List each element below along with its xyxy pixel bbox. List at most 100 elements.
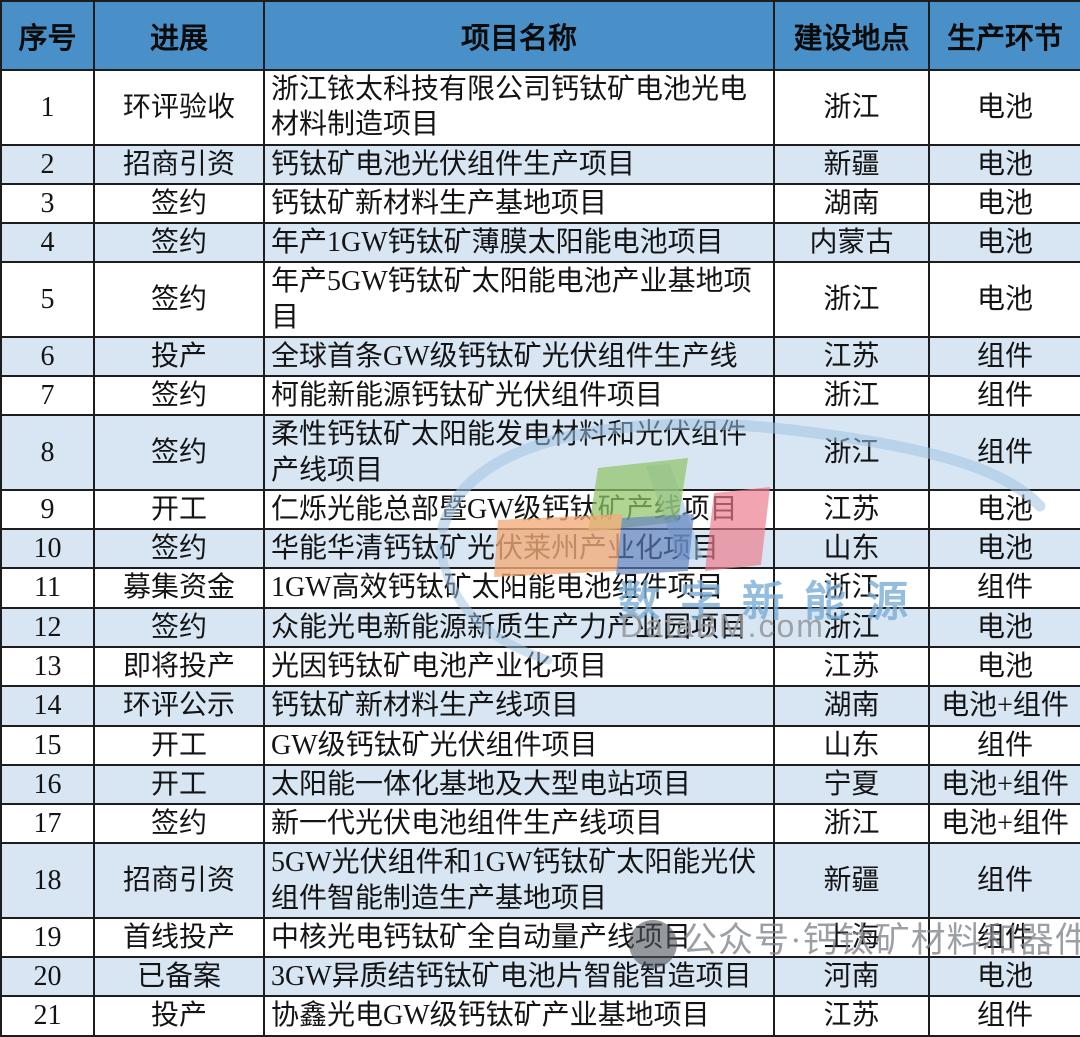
col-header-index: 序号 [0, 0, 95, 71]
table-row: 10 签约 华能华清钙钛矿光伏莱州产业化项目 山东 电池 [0, 528, 1080, 570]
table-row: 20 已备案 3GW异质结钙钛矿电池片智能智造项目 河南 电池 [0, 956, 1080, 998]
header-row: 序号 进展 项目名称 建设地点 生产环节 [0, 0, 1080, 71]
cell-index: 2 [0, 143, 95, 185]
table-row: 4 签约 年产1GW钙钛矿薄膜太阳能电池项目 内蒙古 电池 [0, 222, 1080, 264]
cell-stage: 电池 [928, 488, 1080, 531]
cell-index: 13 [0, 645, 95, 688]
cell-progress: 开工 [93, 763, 265, 806]
cell-name: 华能华清钙钛矿光伏莱州产业化项目 [263, 528, 775, 570]
cell-location: 浙江 [773, 375, 930, 417]
cell-index: 18 [0, 842, 95, 919]
cell-name: 仁烁光能总部暨GW级钙钛矿产线项目 [263, 488, 775, 531]
cell-name: 钙钛矿新材料生产基地项目 [263, 182, 775, 225]
cell-name: 1GW高效钙钛矿太阳能电池组件项目 [263, 567, 775, 609]
cell-index: 7 [0, 375, 95, 417]
cell-stage: 电池 [928, 182, 1080, 225]
cell-name: 钙钛矿电池光伏组件生产项目 [263, 143, 775, 185]
cell-location: 浙江 [773, 414, 930, 491]
cell-location: 浙江 [773, 567, 930, 609]
cell-name: 中核光电钙钛矿全自动量产线项目 [263, 916, 775, 959]
table-row: 11 募集资金 1GW高效钙钛矿太阳能电池组件项目 浙江 组件 [0, 567, 1080, 609]
cell-progress: 招商引资 [93, 842, 265, 919]
cell-stage: 电池+组件 [928, 685, 1080, 727]
cell-name: 年产5GW钙钛矿太阳能电池产业基地项目 [263, 261, 775, 338]
cell-location: 浙江 [773, 606, 930, 648]
cell-index: 1 [0, 69, 95, 146]
table-row: 12 签约 众能光电新能源新质生产力产业园项目 浙江 电池 [0, 606, 1080, 648]
cell-progress: 签约 [93, 414, 265, 491]
cell-location: 山东 [773, 528, 930, 570]
cell-location: 江苏 [773, 995, 930, 1037]
cell-name: 太阳能一体化基地及大型电站项目 [263, 763, 775, 806]
cell-location: 江苏 [773, 645, 930, 688]
cell-name: 5GW光伏组件和1GW钙钛矿太阳能光伏组件智能制造生产基地项目 [263, 842, 775, 919]
cell-progress: 签约 [93, 606, 265, 648]
cell-stage: 电池 [928, 528, 1080, 570]
cell-index: 21 [0, 995, 95, 1037]
cell-location: 浙江 [773, 803, 930, 845]
table-row: 21 投产 协鑫光电GW级钙钛矿产业基地项目 江苏 组件 [0, 995, 1080, 1037]
cell-index: 4 [0, 222, 95, 264]
cell-name: 协鑫光电GW级钙钛矿产业基地项目 [263, 995, 775, 1037]
table-row: 3 签约 钙钛矿新材料生产基地项目 湖南 电池 [0, 182, 1080, 225]
cell-stage: 电池 [928, 606, 1080, 648]
cell-stage: 电池 [928, 222, 1080, 264]
cell-location: 内蒙古 [773, 222, 930, 264]
cell-progress: 招商引资 [93, 143, 265, 185]
table-row: 9 开工 仁烁光能总部暨GW级钙钛矿产线项目 江苏 电池 [0, 488, 1080, 531]
cell-progress: 签约 [93, 261, 265, 338]
cell-name: 浙江铱太科技有限公司钙钛矿电池光电材料制造项目 [263, 69, 775, 146]
cell-name: 3GW异质结钙钛矿电池片智能智造项目 [263, 956, 775, 998]
col-header-progress: 进展 [93, 0, 265, 71]
cell-location: 湖南 [773, 685, 930, 727]
cell-location: 湖南 [773, 182, 930, 225]
col-header-name: 项目名称 [263, 0, 775, 71]
cell-name: 钙钛矿新材料生产线项目 [263, 685, 775, 727]
cell-stage: 组件 [928, 995, 1080, 1037]
cell-location: 宁夏 [773, 763, 930, 806]
cell-progress: 开工 [93, 488, 265, 531]
cell-stage: 组件 [928, 916, 1080, 959]
table-body: 1 环评验收 浙江铱太科技有限公司钙钛矿电池光电材料制造项目 浙江 电池 2 招商引资 钙钛矿… [0, 69, 1080, 1037]
table-row: 7 签约 柯能新能源钙钛矿光伏组件项目 浙江 组件 [0, 375, 1080, 417]
cell-index: 15 [0, 724, 95, 766]
cell-progress: 首线投产 [93, 916, 265, 959]
cell-index: 6 [0, 335, 95, 378]
cell-progress: 投产 [93, 995, 265, 1037]
col-header-location: 建设地点 [773, 0, 930, 71]
cell-stage: 组件 [928, 414, 1080, 491]
table-row: 8 签约 柔性钙钛矿太阳能发电材料和光伏组件产线项目 浙江 组件 [0, 414, 1080, 491]
cell-location: 江苏 [773, 488, 930, 531]
cell-progress: 签约 [93, 222, 265, 264]
cell-index: 19 [0, 916, 95, 959]
cell-progress: 签约 [93, 528, 265, 570]
table-row: 19 首线投产 中核光电钙钛矿全自动量产线项目 上海 组件 [0, 916, 1080, 959]
cell-progress: 投产 [93, 335, 265, 378]
cell-stage: 电池 [928, 645, 1080, 688]
cell-location: 上海 [773, 916, 930, 959]
cell-name: 新一代光伏电池组件生产线项目 [263, 803, 775, 845]
cell-stage: 组件 [928, 335, 1080, 378]
cell-stage: 电池+组件 [928, 803, 1080, 845]
cell-location: 浙江 [773, 261, 930, 338]
table-row: 2 招商引资 钙钛矿电池光伏组件生产项目 新疆 电池 [0, 143, 1080, 185]
cell-index: 14 [0, 685, 95, 727]
cell-location: 浙江 [773, 69, 930, 146]
table-row: 5 签约 年产5GW钙钛矿太阳能电池产业基地项目 浙江 电池 [0, 261, 1080, 338]
table-row: 6 投产 全球首条GW级钙钛矿光伏组件生产线 江苏 组件 [0, 335, 1080, 378]
table-row: 1 环评验收 浙江铱太科技有限公司钙钛矿电池光电材料制造项目 浙江 电池 [0, 69, 1080, 146]
cell-index: 3 [0, 182, 95, 225]
table-row: 18 招商引资 5GW光伏组件和1GW钙钛矿太阳能光伏组件智能制造生产基地项目 新疆组… [0, 842, 1080, 919]
cell-progress: 已备案 [93, 956, 265, 998]
cell-stage: 电池+组件 [928, 763, 1080, 806]
cell-location: 山东 [773, 724, 930, 766]
cell-progress: 募集资金 [93, 567, 265, 609]
cell-index: 17 [0, 803, 95, 845]
table-row: 15 开工 GW级钙钛矿光伏组件项目 山东 组件 [0, 724, 1080, 766]
cell-progress: 签约 [93, 375, 265, 417]
cell-index: 10 [0, 528, 95, 570]
cell-name: 全球首条GW级钙钛矿光伏组件生产线 [263, 335, 775, 378]
cell-progress: 签约 [93, 803, 265, 845]
cell-index: 16 [0, 763, 95, 806]
